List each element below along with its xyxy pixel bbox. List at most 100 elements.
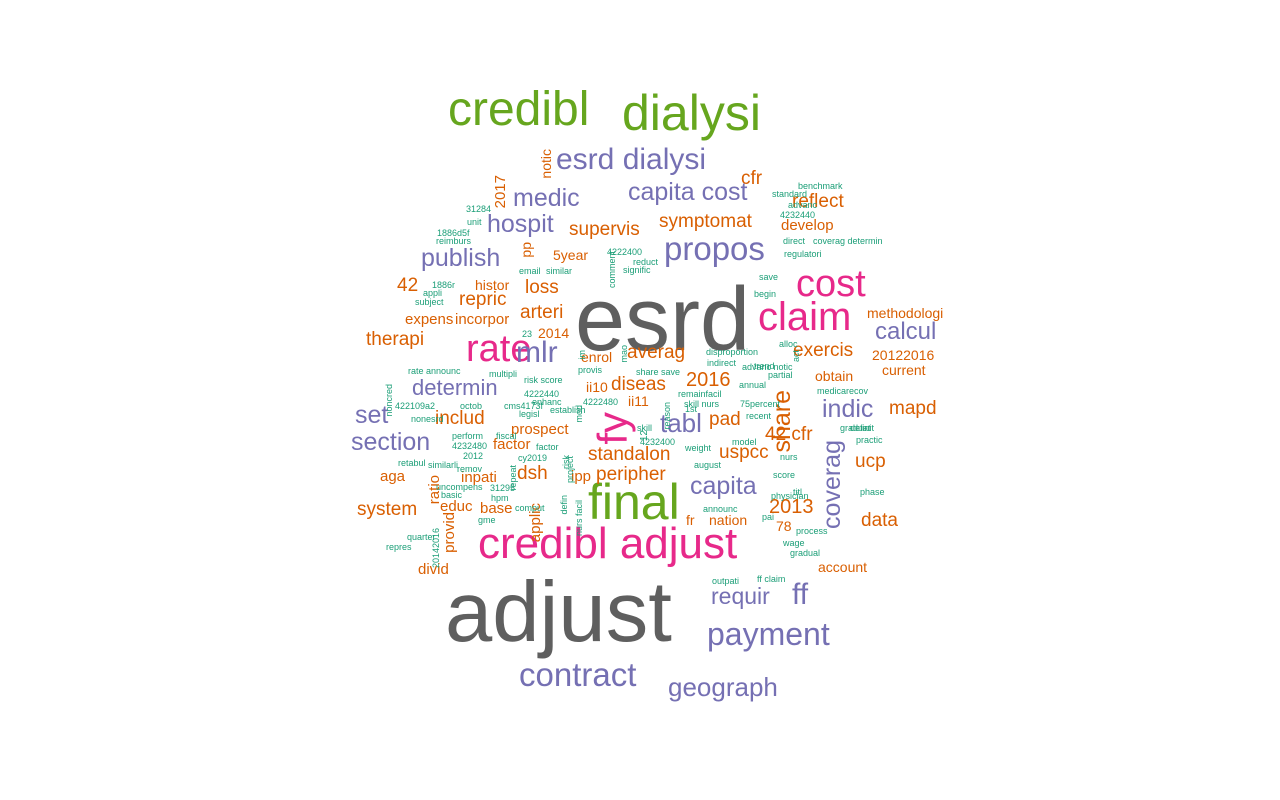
word-98: 1886d5f — [437, 228, 470, 238]
word-179: act — [791, 350, 801, 363]
word-49: 5year — [553, 247, 589, 263]
word-159: basic — [441, 490, 463, 500]
word-144: fiscal — [496, 431, 517, 441]
word-163: gme — [478, 515, 496, 525]
word-111: indirect — [707, 358, 737, 368]
word-72: 2014 — [538, 325, 570, 341]
word-152: nurs — [780, 452, 798, 462]
word-79: methodologi — [867, 305, 944, 321]
word-94: save — [759, 272, 779, 282]
word-176: skill — [637, 423, 652, 433]
word-38: 42 cfr — [765, 424, 813, 445]
word-177: 12 — [639, 430, 650, 442]
word-48: supervis — [569, 219, 640, 240]
word-23: tabl — [660, 408, 702, 438]
word-165: process — [796, 526, 828, 536]
word-86: account — [818, 559, 868, 575]
word-33: exercis — [793, 340, 854, 361]
word-67: aga — [380, 468, 406, 485]
word-128: nonesrd — [411, 414, 444, 424]
word-78: pp — [518, 242, 534, 258]
word-99: reimburs — [436, 236, 472, 246]
word-102: 4222400 — [607, 247, 643, 257]
word-66: base — [480, 500, 513, 517]
word-46: develop — [781, 217, 834, 234]
word-184: comment — [607, 251, 617, 289]
word-77: notic — [538, 149, 554, 179]
word-114: annual — [739, 380, 767, 390]
word-89: advanc — [788, 200, 818, 210]
word-124: cms4173f — [504, 401, 544, 411]
word-82: obtain — [815, 368, 854, 384]
word-7: claim — [758, 295, 852, 339]
word-121: enhanc — [532, 397, 562, 407]
word-141: 1st — [685, 404, 698, 414]
word-170: 20142016 — [431, 528, 441, 569]
word-166: wage — [783, 538, 805, 548]
word-5: fy — [589, 412, 636, 445]
word-35: diseas — [611, 374, 666, 395]
word-134: 75percent — [740, 399, 781, 409]
word-56: incorpor — [455, 311, 510, 328]
word-22: coverag — [818, 440, 846, 529]
word-167: gradual — [790, 548, 821, 558]
word-183: im — [577, 350, 587, 360]
word-75: ii11 — [628, 393, 649, 409]
word-41: ucp — [855, 451, 886, 472]
word-37: pad — [709, 409, 741, 430]
word-81: current — [882, 362, 926, 378]
word-3: dialysi — [622, 85, 761, 141]
word-88: standard — [772, 189, 808, 199]
word-109: alloc — [779, 339, 798, 349]
word-1: adjust — [445, 565, 672, 660]
word-108: 23 — [522, 329, 533, 339]
word-96: 31284 — [466, 204, 492, 214]
word-59: prospect — [511, 421, 569, 438]
word-31: peripher — [596, 464, 666, 485]
word-34: averag — [627, 342, 686, 363]
word-115: medicarecov — [817, 386, 869, 396]
word-20: calcul — [875, 318, 937, 345]
word-80: 20122016 — [872, 347, 935, 363]
word-55: expens — [405, 311, 454, 328]
word-51: arteri — [520, 302, 564, 323]
word-13: hospit — [487, 210, 554, 238]
word-65: educ — [440, 498, 473, 515]
word-131: mao — [619, 345, 629, 363]
word-29: ff — [792, 578, 809, 611]
word-73: enrol — [581, 349, 613, 365]
word-150: similarli — [428, 460, 458, 470]
word-160: 31295 — [490, 483, 516, 493]
word-28: requir — [711, 583, 770, 609]
word-26: contract — [519, 656, 637, 693]
word-92: coverag determin — [813, 236, 883, 246]
word-95: begin — [754, 289, 777, 299]
word-52: repric — [459, 289, 507, 310]
word-68: provid — [441, 512, 458, 553]
word-130: share save — [636, 367, 681, 377]
word-39: uspcc — [719, 442, 769, 463]
word-122: 4222480 — [583, 397, 619, 407]
word-17: determin — [412, 375, 498, 400]
word-162: comput — [515, 503, 545, 513]
word-129: noncred — [384, 384, 394, 417]
word-155: physician — [771, 491, 809, 501]
word-42: data — [861, 510, 898, 531]
word-168: quarter — [407, 532, 436, 542]
word-173: advanc notic — [742, 362, 793, 372]
word-9: rate — [466, 328, 532, 370]
word-45: reflect — [792, 191, 844, 212]
word-132: remainfacil — [678, 389, 722, 399]
word-6: credibl adjust — [478, 519, 738, 568]
word-110: disproportion — [706, 347, 759, 357]
word-127: legisl — [519, 409, 540, 419]
word-137: definit — [850, 423, 875, 433]
word-147: 2012 — [463, 451, 484, 461]
word-140: weight — [685, 443, 712, 453]
word-164: announc — [703, 504, 738, 514]
word-119: risk score — [524, 375, 563, 385]
word-16: mlr — [516, 336, 558, 369]
word-27: geograph — [668, 672, 778, 702]
word-85: 78 — [776, 518, 792, 534]
